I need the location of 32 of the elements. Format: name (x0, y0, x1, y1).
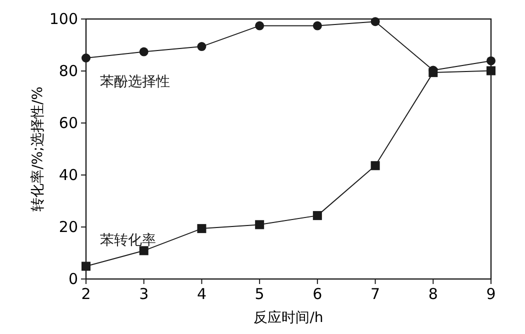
series-label: 苯酚选择性 (100, 74, 170, 90)
point (312, 21, 322, 30)
y-tick-label: 20 (58, 218, 78, 236)
y-tick-label: 100 (49, 10, 78, 28)
x-tick-label: 5 (254, 285, 264, 303)
point (370, 161, 380, 170)
x-axis-title: 反应时间/h (254, 310, 324, 326)
x-tick-label: 7 (370, 285, 380, 303)
point (82, 54, 90, 62)
point (197, 42, 206, 52)
point (255, 21, 264, 30)
point (139, 246, 148, 256)
point (255, 220, 264, 230)
point (486, 56, 496, 66)
x-tick-label: 3 (139, 285, 149, 303)
y-axis-title: 转化率/%;选择性/% (30, 86, 46, 212)
y-tick-label: 60 (58, 114, 78, 132)
x-tick-label: 2 (81, 285, 91, 303)
point (82, 262, 90, 271)
x-tick-label: 9 (486, 285, 496, 303)
series-label: 苯转化率 (100, 232, 156, 248)
y-tick-label: 80 (58, 62, 78, 80)
point (139, 47, 148, 56)
point (370, 17, 380, 26)
y-tick-label: 40 (58, 166, 78, 184)
point (197, 224, 206, 234)
y-tick-label: 0 (68, 270, 78, 288)
x-tick-label: 4 (196, 285, 206, 303)
point (312, 211, 322, 220)
x-tick-label: 8 (428, 285, 438, 303)
point (486, 66, 496, 76)
x-tick-label: 6 (312, 285, 322, 303)
